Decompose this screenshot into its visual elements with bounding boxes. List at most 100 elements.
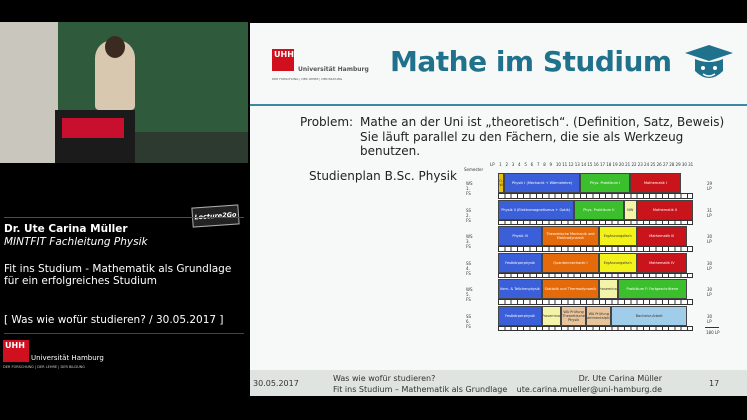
lp-strip: [498, 299, 694, 305]
lp-tick: 4: [518, 162, 521, 167]
semester-label: SS 4. FS: [466, 260, 472, 276]
lp-tick: 8: [543, 162, 546, 167]
semester-lp: 30 LP: [707, 234, 713, 244]
talk-title-line1: Fit ins Studium - Mathematik als Grundla…: [4, 263, 232, 275]
university-tagline: DER FORSCHUNG | DER LEHRE | DER BILDUNG: [3, 365, 85, 369]
lp-tick: 10: [555, 162, 561, 167]
lp-tick: 29: [675, 162, 681, 167]
lp-tick: 26: [656, 162, 662, 167]
module-block: Mathematik I: [630, 173, 681, 193]
module-block: Physik I (Mechanik + Wärmelehre): [504, 173, 580, 193]
module-block: Theoretische Mechanik und Elektrodynamik: [542, 226, 599, 246]
module-block: Praktikum F: Fortgeschrittene: [617, 279, 687, 299]
lp-strip: [498, 219, 694, 225]
speaker-name: Dr. Ute Carina Müller: [4, 223, 128, 235]
module-block: Ergänzungsfach: [598, 226, 637, 246]
video-speaker-head: [105, 36, 125, 58]
lectern-logo: [62, 118, 124, 138]
module-block: O-W: [498, 173, 505, 193]
problem-line2: Sie läuft parallel zu den Fächern, die s…: [360, 130, 684, 158]
plan-label: Studienplan B.Sc. Physik: [309, 169, 457, 183]
lecture-video[interactable]: [0, 22, 248, 163]
lp-tick: 9: [549, 162, 553, 167]
module-block: NW: [624, 199, 637, 220]
module-block: Quantenmechanik I: [542, 252, 599, 273]
lp-tick: 18: [606, 162, 612, 167]
slide-tagline: DER FORSCHUNG | DER LEHRE | DER BILDUNG: [272, 77, 343, 81]
module-block: Phys. Praktikum II: [573, 199, 624, 220]
lp-tick: 2: [505, 162, 508, 167]
uhh-logo: UHH: [3, 340, 29, 362]
lp-tick: 1: [499, 162, 502, 167]
semester-lp: 29 LP: [707, 181, 713, 191]
module-block: Kern- & Teilchenphysik: [498, 279, 543, 299]
total-rule: [705, 327, 719, 328]
divider: [4, 217, 244, 218]
lp-tick: 13: [574, 162, 580, 167]
module-block: Proseminar: [542, 305, 561, 326]
slide-uhh-logo: UHH: [272, 49, 294, 71]
module-block: Festkörperphysik: [498, 305, 543, 326]
slide: UHH Universität Hamburg DER FORSCHUNG | …: [250, 23, 747, 370]
module-block: Physik II (Elektromagnetismus + Optik): [498, 199, 574, 220]
module-block: WA Prüfung Theoretische Physik: [561, 305, 587, 326]
lp-tick: 23: [637, 162, 643, 167]
title-divider: [250, 104, 747, 106]
module-block: Mathematik IV: [636, 252, 687, 273]
lp-tick: 5: [524, 162, 527, 167]
lp-tick: 11: [562, 162, 568, 167]
semester-label: WS 1. FS: [466, 181, 473, 196]
module-block: Bachelor-Arbeit: [611, 305, 687, 326]
footer-email: ute.carina.mueller@uni-hamburg.de: [516, 385, 662, 394]
lp-tick: 7: [536, 162, 540, 167]
lp-tick: 28: [669, 162, 675, 167]
lp-tick: 16: [593, 162, 599, 167]
lp-strip: [498, 193, 694, 199]
module-block: Mathematik III: [636, 226, 687, 246]
lp-tick: 21: [625, 162, 631, 167]
semester-label: SS 6. FS: [466, 313, 472, 329]
university-name: Universität Hamburg: [31, 354, 104, 362]
semester-header: Semester: [464, 167, 484, 172]
footer-author: Dr. Ute Carina Müller: [578, 374, 662, 383]
slide-footer: 30.05.2017 Was wie wofür studieren? Fit …: [250, 370, 747, 396]
semester-lp: 30 LP: [707, 260, 713, 271]
semester-lp: 30 LP: [707, 313, 713, 324]
lp-tick: 25: [650, 162, 656, 167]
lp-tick: 27: [662, 162, 669, 167]
video-wall: [0, 22, 58, 163]
lp-strip: [498, 246, 694, 252]
footer-date: 30.05.2017: [253, 379, 299, 388]
lp-tick: 22: [631, 162, 637, 167]
talk-title-line2: für ein erfolgreiches Studium: [4, 275, 157, 287]
lp-tick: 24: [644, 162, 650, 167]
problem-line1: Mathe an der Uni ist „theoretisch“. (Def…: [360, 115, 725, 129]
lecture2go-logo: Lecture2Go: [191, 204, 240, 228]
divider: [4, 333, 244, 334]
module-block: Phys. Praktikum I: [579, 173, 631, 193]
slide-university-name: Universität Hamburg: [298, 66, 369, 73]
graduate-cap-icon: [685, 45, 733, 78]
problem-label: Problem:: [300, 115, 354, 129]
lp-tick: 3: [511, 162, 515, 167]
semester-label: WS 3. FS: [466, 234, 473, 249]
semester-lp: 30 LP: [707, 287, 713, 297]
module-block: WA Prüfung Experimentalphysik: [586, 305, 612, 326]
lp-tick: 15: [587, 162, 593, 167]
lp-tick: 30: [681, 162, 687, 167]
semester-label: WS 5. FS: [466, 287, 473, 302]
lp-strip: [498, 325, 694, 331]
semester-label: SS 2. FS: [466, 207, 472, 223]
module-block: Festkörperphysik: [498, 252, 543, 273]
semester-lp: 31 LP: [707, 207, 713, 218]
lp-tick: 14: [581, 162, 587, 167]
module-block: Proseminar: [598, 279, 618, 299]
footer-event: Was wie wofür studieren?: [333, 374, 436, 383]
lp-tick: 19: [612, 162, 618, 167]
module-block: Physik III: [498, 226, 543, 246]
lp-tick: 20: [618, 162, 624, 167]
total-lp: 180 LP: [706, 330, 720, 335]
module-block: Ergänzungsfach: [598, 252, 637, 273]
lp-tick: 17: [599, 162, 606, 167]
module-block: Mathematik II: [636, 199, 694, 220]
